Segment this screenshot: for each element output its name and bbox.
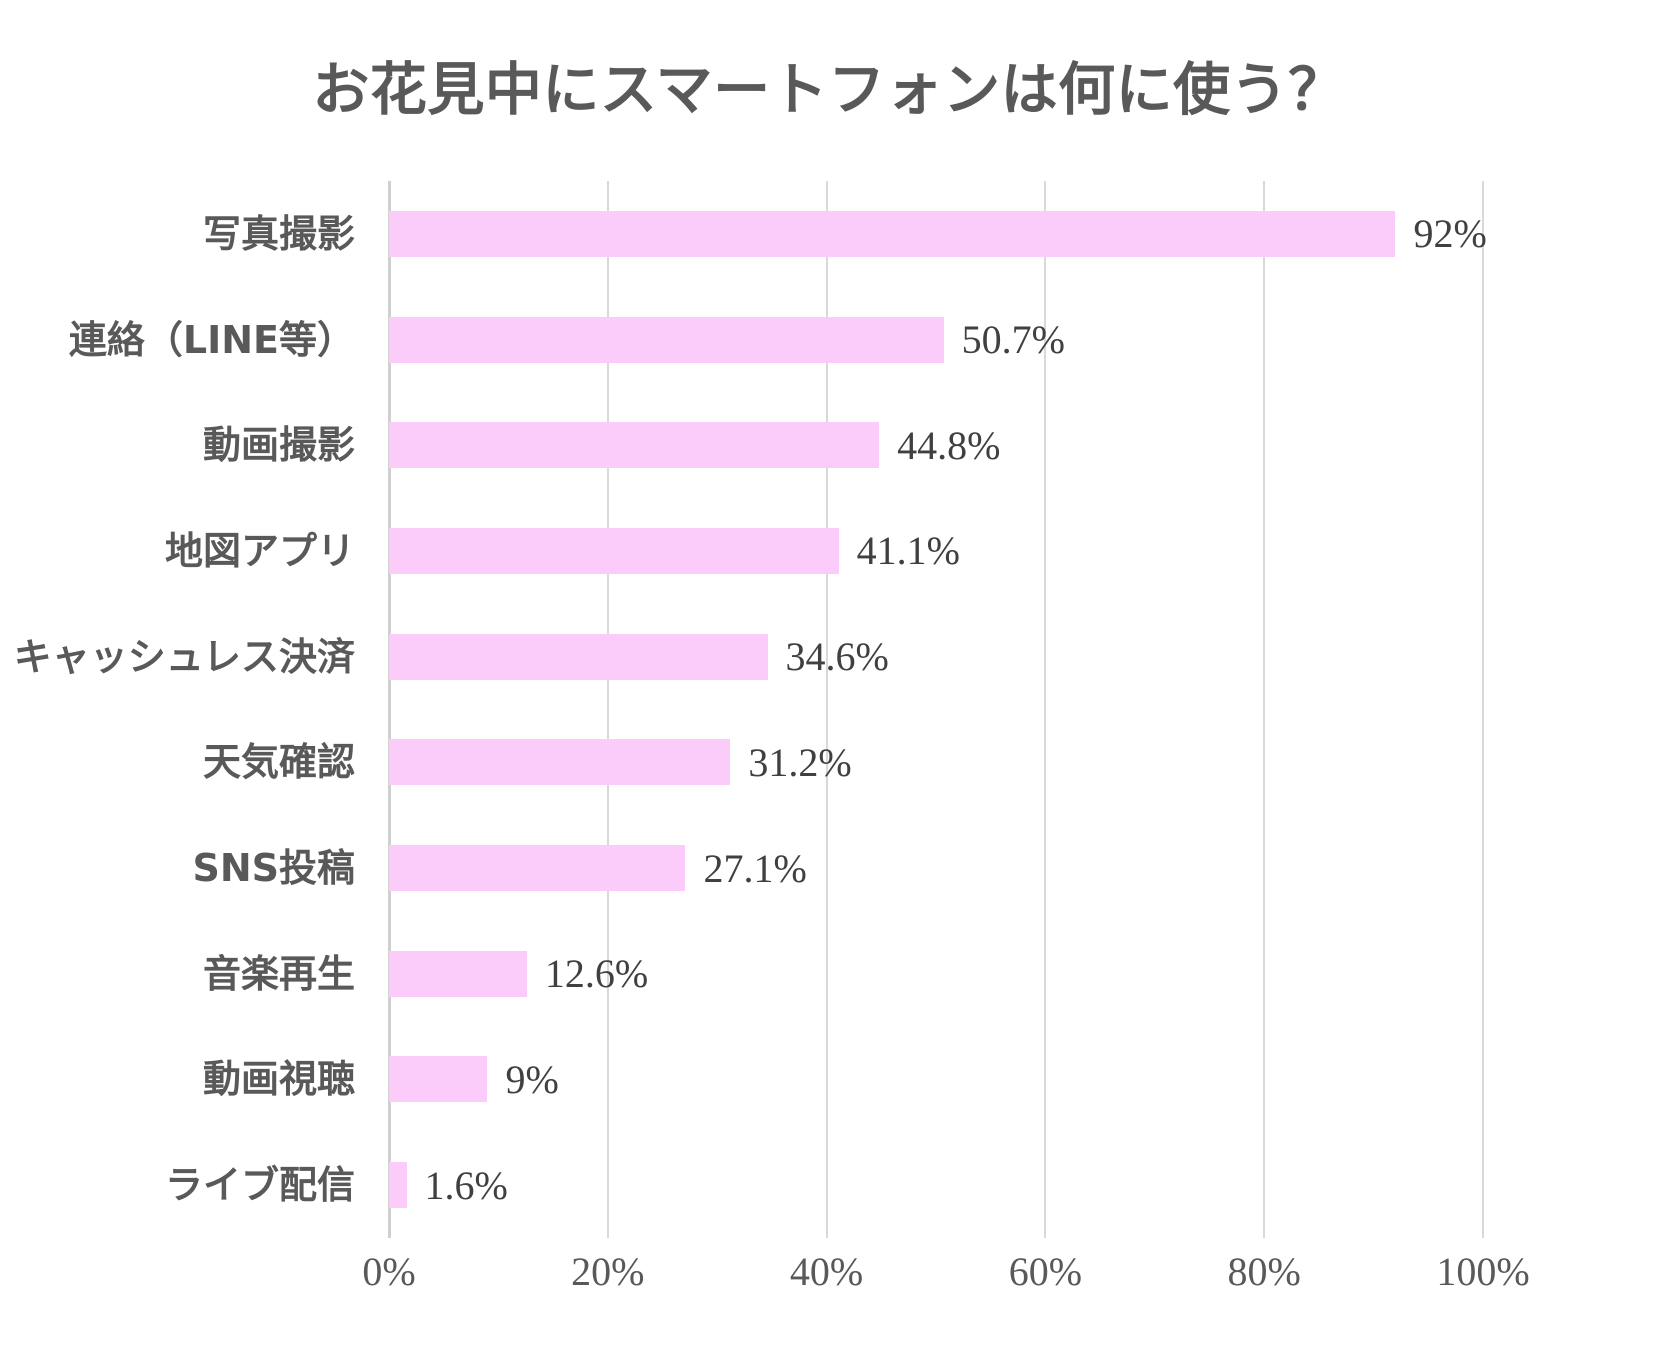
bar[interactable]: [389, 739, 731, 786]
category-label: 音楽再生: [202, 951, 355, 996]
x-tick-label: 20%: [571, 1249, 645, 1294]
category-axis-labels: 写真撮影連絡（LINE等） 動画撮影地図アプリキャッシュレス決済天気確認 SNS投稿…: [0, 181, 355, 1238]
bar-value-label: 31.2%: [748, 739, 852, 785]
bar[interactable]: [389, 1056, 488, 1103]
category-label: 写真撮影: [202, 211, 355, 256]
gridline-40: [825, 181, 828, 1238]
bar-value-label: 27.1%: [703, 845, 807, 891]
bar[interactable]: [389, 210, 1396, 257]
chart-title: お花見中にスマートフォンは何に使う？: [312, 57, 1346, 123]
category-label: ライブ配信: [164, 1163, 355, 1208]
category-label: キャッシュレス決済: [13, 634, 355, 679]
x-tick-label: 0%: [362, 1249, 416, 1294]
bar-row[interactable]: 31.2%: [389, 710, 1483, 816]
bar-value-label: 92%: [1413, 211, 1487, 257]
bar[interactable]: [389, 633, 768, 680]
gridline-20: [606, 181, 609, 1238]
bar-row[interactable]: 50.7%: [389, 287, 1483, 393]
bar[interactable]: [389, 316, 944, 363]
bar-value-label: 50.7%: [961, 317, 1065, 363]
bar-value-label: 44.8%: [897, 422, 1001, 468]
bar[interactable]: [389, 1162, 407, 1209]
bar-row[interactable]: 41.1%: [389, 498, 1483, 604]
bar-row[interactable]: 27.1%: [389, 815, 1483, 921]
bar[interactable]: [389, 527, 839, 574]
x-tick-label: 100%: [1436, 1249, 1530, 1294]
category-label: 動画撮影: [202, 423, 355, 468]
bar-value-label: 12.6%: [544, 951, 649, 997]
bar-row[interactable]: 34.6%: [389, 604, 1483, 710]
category-label: 連絡（LINE等）: [68, 317, 355, 362]
bar-row[interactable]: 9%: [389, 1027, 1483, 1133]
gridline-80: [1263, 181, 1266, 1238]
bar-value-label: 41.1%: [856, 528, 960, 574]
category-label: 地図アプリ: [164, 528, 355, 573]
bar[interactable]: [389, 845, 686, 892]
category-label: 動画視聴: [202, 1057, 355, 1102]
bar-value-label: 34.6%: [785, 634, 889, 680]
category-label: 天気確認: [202, 740, 355, 785]
plot-area: 92% 50.7% 44.8% 41.1% 34.6% 31.2% 27.1% 12.6% 9%…: [388, 181, 1487, 1238]
bar[interactable]: [389, 422, 880, 469]
gridline-0: [388, 181, 391, 1238]
x-tick-label: 60%: [1008, 1249, 1083, 1294]
x-tick-label: 80%: [1227, 1249, 1301, 1294]
x-tick-label: 40%: [789, 1249, 864, 1294]
bar-value-label: 9%: [505, 1056, 559, 1102]
category-label: SNS投稿: [192, 846, 355, 891]
x-axis-tick-labels: 0% 20% 40% 60% 80% 100%: [362, 1248, 1529, 1308]
bar-row[interactable]: 12.6%: [389, 921, 1483, 1027]
gridline-60: [1044, 181, 1047, 1238]
gridline-100: [1482, 181, 1484, 1238]
bar-value-label: 1.6%: [424, 1162, 508, 1208]
bar-row[interactable]: 1.6%: [389, 1132, 1483, 1238]
bar-row[interactable]: 92%: [389, 181, 1487, 287]
bar[interactable]: [389, 950, 527, 997]
bar-row[interactable]: 44.8%: [389, 392, 1483, 498]
